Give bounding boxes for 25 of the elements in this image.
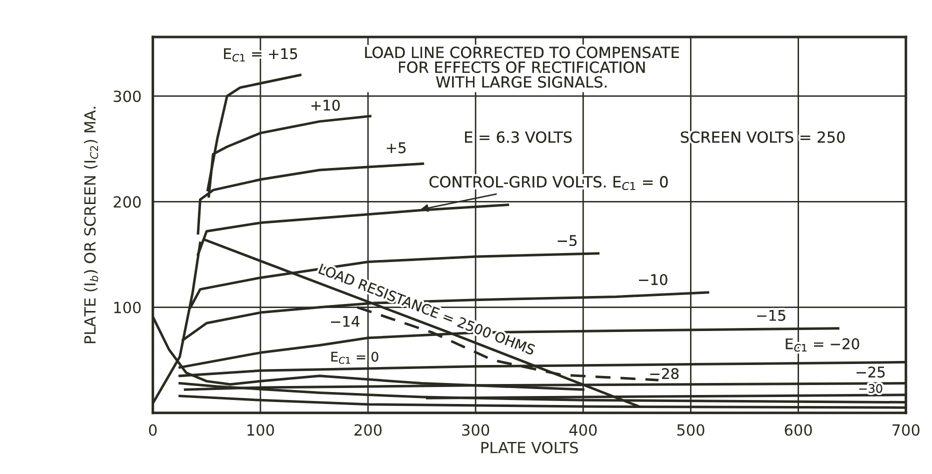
annotation: +5: [386, 142, 406, 154]
x-axis-title: PLATE VOLTS: [481, 442, 578, 454]
annotation: −5: [558, 235, 577, 246]
x-tick-label: 100: [248, 424, 274, 436]
annotation: E = 6.3 VOLTS: [465, 131, 572, 143]
annotation: −30: [859, 384, 882, 393]
annotation: −10: [639, 274, 668, 286]
x-tick-label: 200: [354, 424, 382, 436]
x-tick-label: 400: [569, 424, 597, 436]
annotation: −15: [757, 310, 786, 321]
y-tick-label: 200: [114, 196, 141, 208]
x-tick-label: 300: [462, 424, 490, 436]
annotation: LOAD LINE CORRECTED TO COMPENSATE FOR EFFECTS OF RECTIFICATION WITH LARGE SIGNALS.: [365, 46, 679, 88]
annotation: E$_{C1}$ = 0: [331, 352, 378, 364]
annotation: −25: [856, 366, 885, 378]
x-tick-label: 700: [892, 424, 920, 436]
x-tick-label: 0: [148, 424, 157, 436]
annotation: +10: [311, 100, 340, 111]
x-tick-label: 500: [677, 424, 704, 436]
x-tick-label: 600: [784, 424, 812, 436]
y-tick-label: 100: [114, 302, 141, 314]
y-tick-label: 300: [114, 90, 141, 102]
annotation: −14: [331, 316, 360, 327]
annotation: −28: [650, 368, 679, 380]
y-axis-title: PLATE (I$_{b}$) OR SCREEN (I$_{C2}$) MA.: [84, 106, 98, 344]
